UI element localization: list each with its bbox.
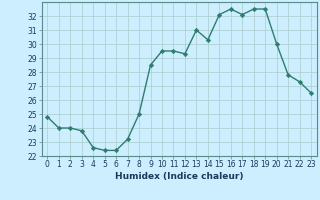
X-axis label: Humidex (Indice chaleur): Humidex (Indice chaleur): [115, 172, 244, 181]
